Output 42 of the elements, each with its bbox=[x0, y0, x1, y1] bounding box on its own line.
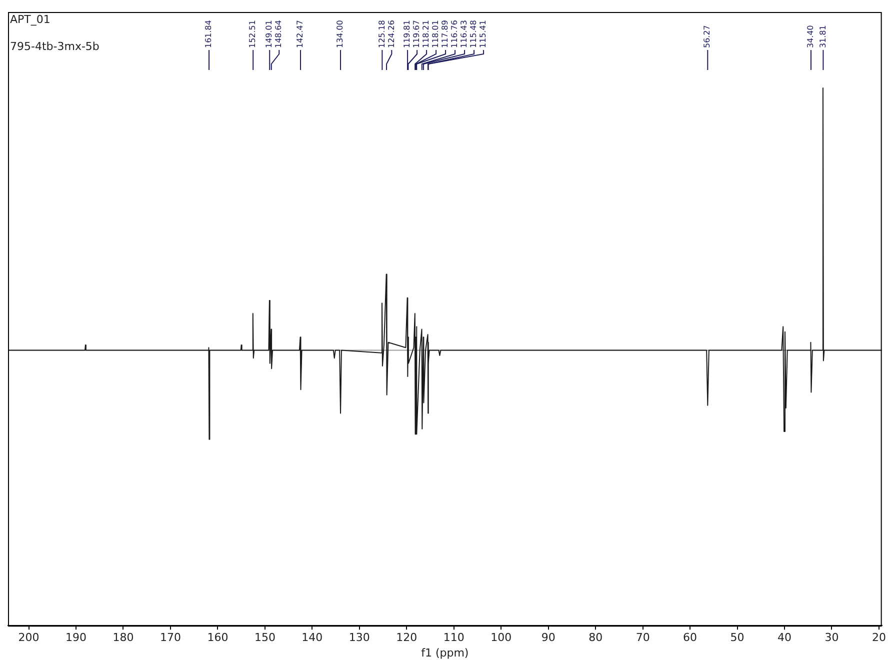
x-tick-label: 120 bbox=[396, 631, 418, 644]
x-tick-label: 200 bbox=[18, 631, 40, 644]
chart-title: APT_01 bbox=[10, 12, 50, 26]
x-tick-label: 90 bbox=[541, 631, 556, 644]
annotation: 115.41 bbox=[478, 20, 488, 48]
x-tick-label: 190 bbox=[66, 631, 87, 644]
annotation: 116.76 bbox=[450, 20, 460, 48]
annotation: 125.18 bbox=[377, 20, 386, 48]
x-tick-label: 170 bbox=[160, 631, 181, 644]
annotation: 148.64 bbox=[274, 20, 284, 48]
x-tick-label: 130 bbox=[348, 631, 370, 644]
annotation: 152.51 bbox=[248, 20, 258, 48]
x-tick-label: 60 bbox=[683, 631, 698, 644]
annotation: 161.84 bbox=[204, 20, 214, 48]
x-tick-label: 30 bbox=[824, 631, 839, 644]
annotation: 118.01 bbox=[431, 20, 440, 48]
x-tick-label: 150 bbox=[254, 631, 276, 644]
x-tick-label: 110 bbox=[443, 631, 464, 644]
annotation: 134.00 bbox=[336, 20, 345, 48]
annotation: 117.89 bbox=[440, 20, 450, 48]
annotation: 142.47 bbox=[296, 20, 305, 48]
x-tick-label: 50 bbox=[730, 631, 744, 644]
annotation: 124.26 bbox=[386, 20, 396, 48]
x-tick-label: 80 bbox=[588, 631, 603, 644]
annotation: 115.48 bbox=[469, 20, 478, 48]
x-tick-label: 40 bbox=[778, 631, 792, 644]
annotation: 119.67 bbox=[412, 20, 422, 48]
x-tick-label: 20 bbox=[872, 631, 886, 644]
x-tick-label: 100 bbox=[490, 631, 512, 644]
annotation: 118.21 bbox=[422, 20, 431, 48]
chart-subtitle: 795-4tb-3mx-5b bbox=[10, 40, 100, 53]
annotation: 56.27 bbox=[702, 25, 712, 48]
x-tick-label: 70 bbox=[636, 631, 650, 644]
annotation: 31.81 bbox=[818, 25, 828, 48]
annotation: 149.01 bbox=[264, 20, 274, 48]
annotation: 116.43 bbox=[460, 20, 469, 48]
x-axis-title: f1 (ppm) bbox=[421, 646, 469, 660]
annotation: 34.40 bbox=[806, 25, 816, 48]
x-tick-label: 180 bbox=[112, 631, 134, 644]
x-tick-label: 140 bbox=[302, 631, 323, 644]
x-tick-label: 160 bbox=[207, 631, 228, 644]
annotation: 119.81 bbox=[402, 20, 412, 48]
